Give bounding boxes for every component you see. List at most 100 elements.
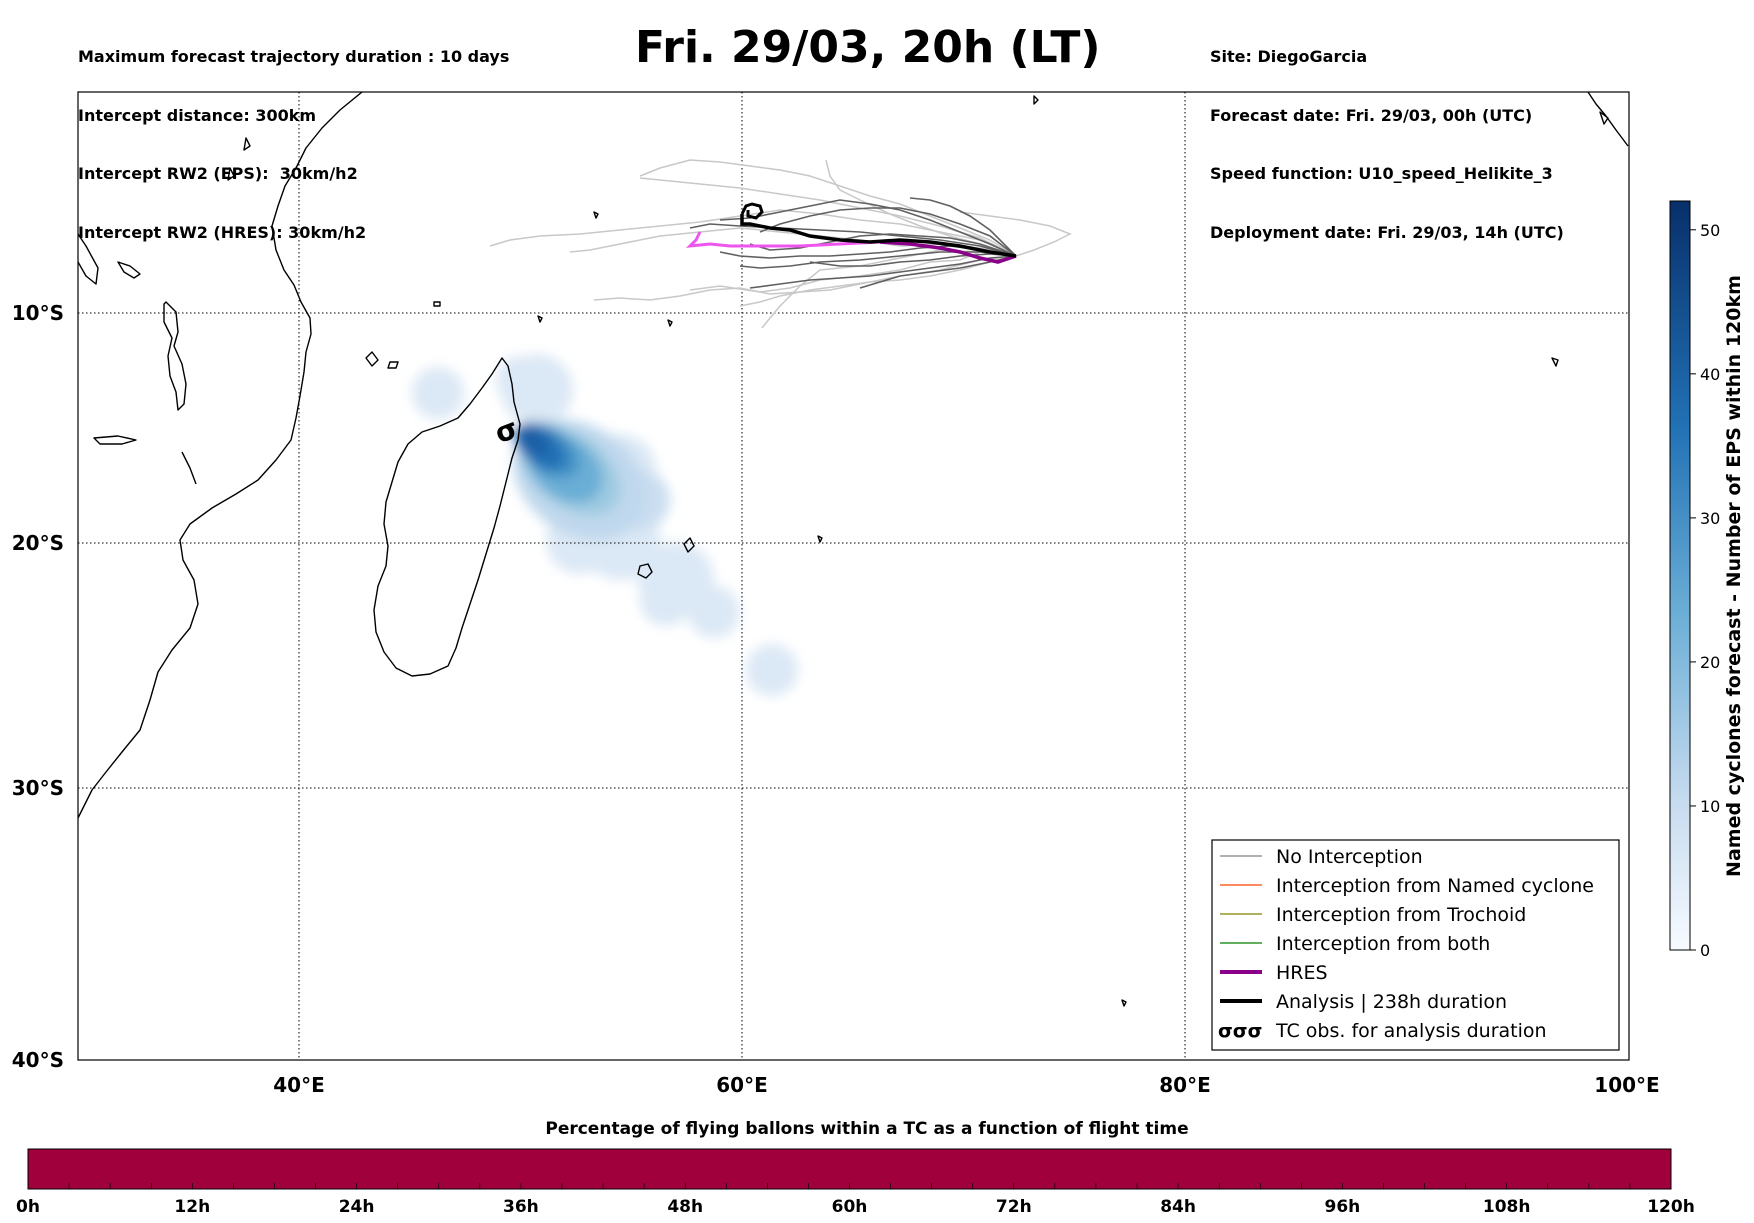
lake-outline xyxy=(163,301,187,411)
map-legend: No Interception Interception from Named c… xyxy=(1211,839,1620,1051)
timebar-tick-label: 48h xyxy=(667,1197,703,1217)
density-colorbar: 0 10 20 30 40 50 Named cyclones forecast - Nu… xyxy=(1669,200,1745,960)
longitude-labels: 40°E 60°E 80°E 100°E xyxy=(273,1073,1659,1097)
island-outline xyxy=(1033,95,1039,105)
lake-outline xyxy=(181,451,197,485)
timebar-tick-label: 120h xyxy=(1647,1197,1695,1217)
header-info-left: Maximum forecast trajectory duration : 1… xyxy=(78,8,509,262)
density-blob xyxy=(688,586,740,638)
timebar-tick-label: 108h xyxy=(1483,1197,1531,1217)
density-blob xyxy=(746,644,798,696)
island-outline xyxy=(227,167,235,181)
island-outline xyxy=(433,301,441,307)
timebar-ticks: 0h 12h 24h 36h 48h 60h 72h 84h 96h 108h 120h xyxy=(16,1183,1695,1217)
lon-tick-label: 40°E xyxy=(273,1073,325,1097)
eps-trajectory xyxy=(739,255,1017,307)
header-right-line: Deployment date: Fri. 29/03, 14h (UTC) xyxy=(1210,222,1564,242)
legend-label: No Interception xyxy=(1276,846,1423,868)
colorbar-tick-label: 20 xyxy=(1700,653,1720,672)
lat-tick-label: 20°S xyxy=(12,531,64,555)
header-left-line: Intercept distance: 300km xyxy=(78,105,317,125)
legend-label: Interception from Trochoid xyxy=(1276,904,1526,926)
legend-label: Analysis | 238h duration xyxy=(1276,991,1507,1013)
header-right-line: Speed function: U10_speed_Helikite_3 xyxy=(1210,164,1553,183)
timebar-tick-label: 36h xyxy=(503,1197,539,1217)
lat-tick-label: 10°S xyxy=(12,301,64,325)
eps-trajectories xyxy=(689,197,1017,289)
hres-track-early xyxy=(685,231,881,248)
sumatra-coastline xyxy=(1587,92,1629,147)
legend-label: TC obs. for analysis duration xyxy=(1275,1020,1547,1042)
density-blob xyxy=(515,424,549,456)
timebar-fill xyxy=(28,1149,1671,1189)
legend-item: σσσ TC obs. for analysis duration xyxy=(1218,1020,1547,1042)
timebar-tick-label: 0h xyxy=(16,1197,40,1217)
island-outline xyxy=(243,137,251,151)
legend-item: Interception from both xyxy=(1220,933,1490,955)
eps-trajectory xyxy=(909,197,1017,257)
colorbar-label: Named cyclones forecast - Number of EPS … xyxy=(1723,275,1745,877)
timebar-title: Percentage of flying ballons within a TC… xyxy=(545,1119,1188,1139)
lake-outline xyxy=(117,261,141,279)
legend-box xyxy=(1211,839,1620,1051)
header-left-line: Intercept RW2 (EPS): 30km/h2 xyxy=(78,164,358,183)
eps-trajectory xyxy=(749,233,1017,257)
timebar-tick-label: 72h xyxy=(996,1197,1032,1217)
africa-coastline xyxy=(78,92,363,819)
page-title: Fri. 29/03, 20h (LT) xyxy=(635,22,1101,73)
legend-label: Interception from both xyxy=(1276,933,1490,955)
colorbar-tick-label: 30 xyxy=(1700,509,1720,528)
colorbar-tick-label: 10 xyxy=(1700,797,1720,816)
legend-label: HRES xyxy=(1276,962,1328,984)
coastlines xyxy=(78,92,1629,1007)
hres-track xyxy=(879,240,1017,264)
colorbar-tick-label: 40 xyxy=(1700,365,1720,384)
legend-label: Interception from Named cyclone xyxy=(1276,875,1594,897)
header-info-right: Site: DiegoGarcia Forecast date: Fri. 29… xyxy=(1210,8,1564,262)
madagascar-coastline xyxy=(373,357,521,677)
colorbar-ticks: 0 10 20 30 40 50 xyxy=(1690,221,1720,960)
island-outline xyxy=(365,351,379,367)
lon-tick-label: 80°E xyxy=(1159,1073,1211,1097)
eps-trajectory xyxy=(959,211,1072,257)
header-left-line: Intercept RW2 (HRES): 30km/h2 xyxy=(78,222,367,242)
timebar-tick-label: 60h xyxy=(832,1197,868,1217)
map-gridlines xyxy=(78,92,1629,1060)
island-outline xyxy=(1121,999,1127,1007)
legend-item: Interception from Named cyclone xyxy=(1220,875,1594,897)
lon-tick-label: 60°E xyxy=(716,1073,768,1097)
lon-tick-label: 100°E xyxy=(1594,1073,1659,1097)
cyclone-density-field xyxy=(412,354,798,696)
density-blob xyxy=(412,367,464,419)
legend-item: No Interception xyxy=(1220,846,1423,868)
colorbar-tick-label: 50 xyxy=(1700,221,1720,240)
timebar-tick-label: 12h xyxy=(174,1197,210,1217)
eps-trajectory xyxy=(759,207,1017,257)
island-outline xyxy=(683,537,695,553)
eps-trajectory xyxy=(809,253,1017,267)
legend-item: Analysis | 238h duration xyxy=(1220,991,1507,1013)
analysis-track-loop xyxy=(740,202,764,220)
timebar-tick-label: 24h xyxy=(339,1197,375,1217)
island-outline xyxy=(1551,357,1559,367)
analysis-track xyxy=(740,214,1017,258)
colorbar-tick-label: 0 xyxy=(1700,941,1710,960)
lat-tick-label: 40°S xyxy=(12,1048,64,1072)
header-right-line: Site: DiegoGarcia xyxy=(1210,47,1368,66)
eps-trajectory xyxy=(739,251,1017,269)
latitude-labels: 10°S 20°S 30°S 40°S xyxy=(12,301,64,1072)
map-panel: σ 10°S 20°S 30°S 40°S 40°E 60°E 80°E 100… xyxy=(12,91,1660,1097)
eps-trajectory xyxy=(749,255,1017,289)
eps-trajectory xyxy=(719,199,1017,257)
header-left-line: Maximum forecast trajectory duration : 1… xyxy=(78,47,510,66)
africa-coastline xyxy=(78,233,99,285)
timebar-tick-label: 84h xyxy=(1160,1197,1196,1217)
legend-entries: No Interception Interception from Named c… xyxy=(1218,846,1594,1042)
colorbar-gradient xyxy=(1669,200,1691,951)
island-outline xyxy=(667,319,673,327)
legend-item: HRES xyxy=(1220,962,1328,984)
eps-trajectory xyxy=(689,223,1017,257)
timebar-tick-label: 96h xyxy=(1325,1197,1361,1217)
density-blob xyxy=(496,356,544,404)
